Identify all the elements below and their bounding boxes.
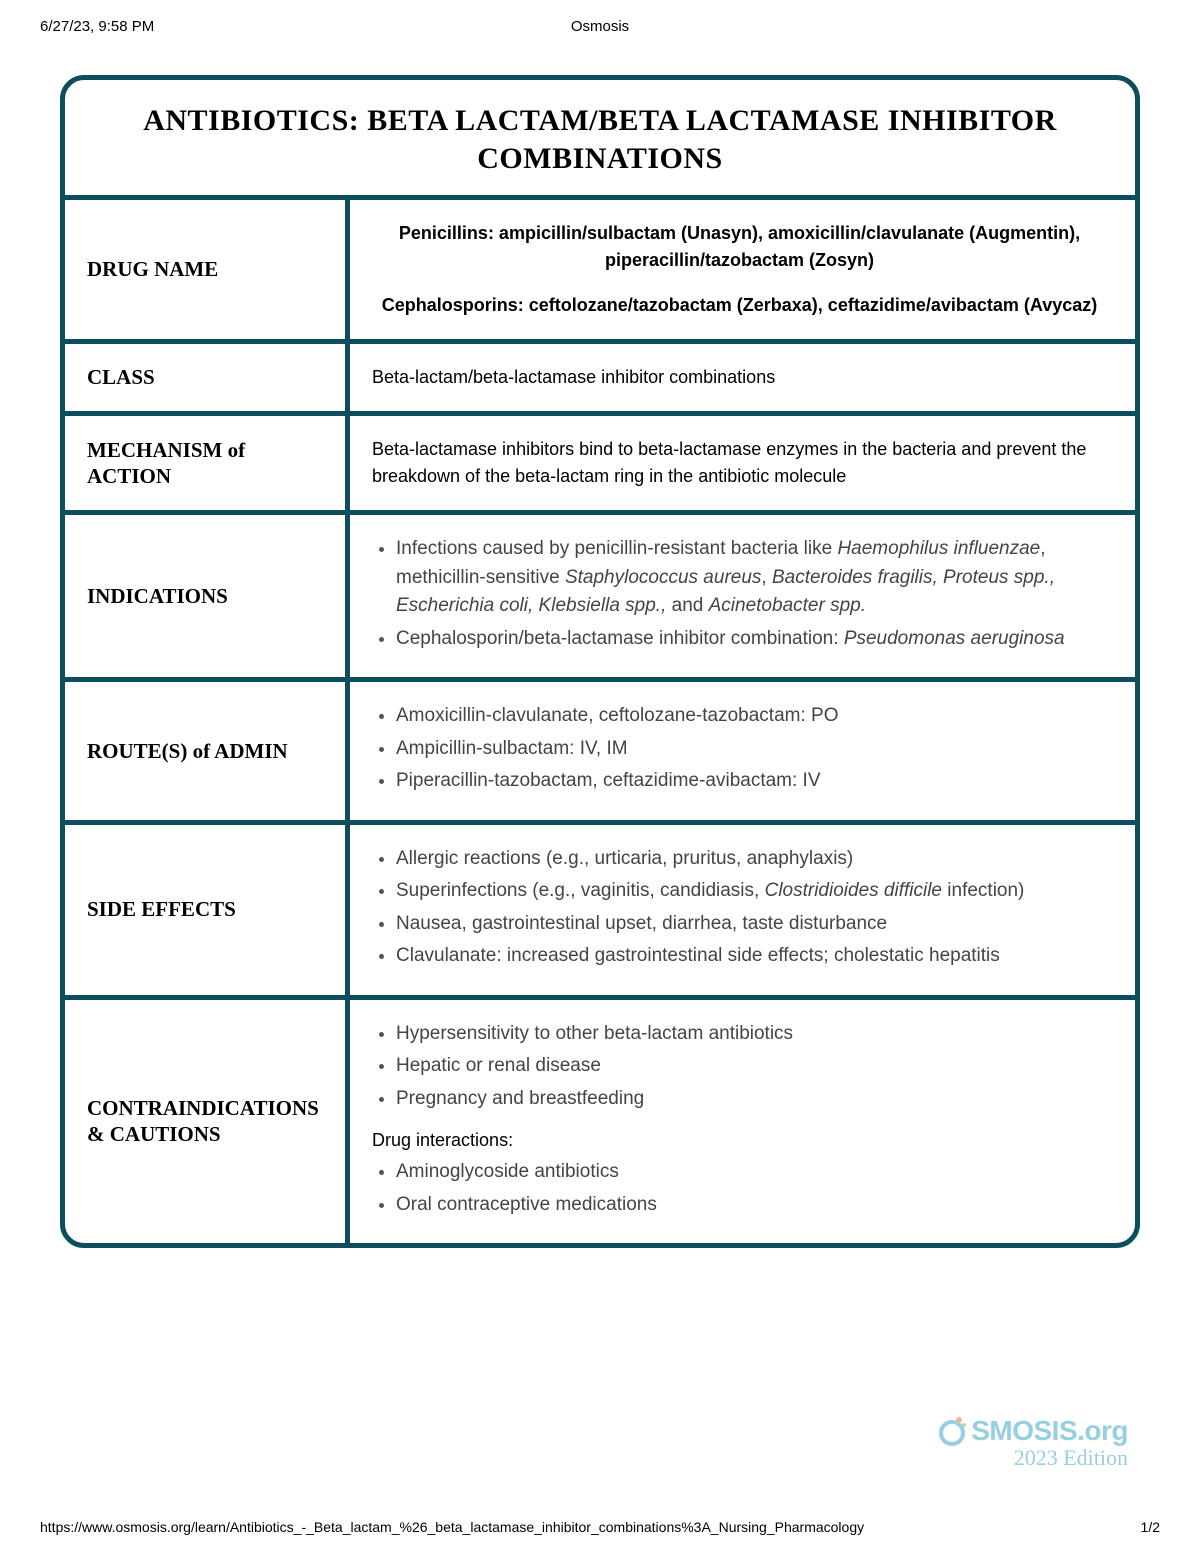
row-contraindications: CONTRAINDICATIONS & CAUTIONS Hypersensit… xyxy=(65,1000,1135,1244)
content-indications: Infections caused by penicillin-resistan… xyxy=(350,515,1135,677)
text: and xyxy=(666,595,708,616)
label-class: CLASS xyxy=(87,364,155,390)
label-indications: INDICATIONS xyxy=(87,583,228,609)
row-side-effects: SIDE EFFECTS Allergic reactions (e.g., u… xyxy=(65,825,1135,1000)
list-item: Superinfections (e.g., vaginitis, candid… xyxy=(396,877,1107,906)
page-header: 6/27/23, 9:58 PM Osmosis xyxy=(0,0,1200,35)
text: Ampicillin-sulbactam: IV, IM xyxy=(396,738,628,759)
indications-list: Infections caused by penicillin-resistan… xyxy=(372,535,1107,653)
list-item: Hepatic or renal disease xyxy=(396,1052,1107,1081)
label-routes: ROUTE(S) of ADMIN xyxy=(87,738,288,764)
row-indications: INDICATIONS Infections caused by penicil… xyxy=(65,515,1135,682)
content-class: Beta-lactam/beta-lactamase inhibitor com… xyxy=(350,344,1135,411)
drug-info-table: ANTIBIOTICS: BETA LACTAM/BETA LACTAMASE … xyxy=(60,75,1140,1248)
text: Aminoglycoside antibiotics xyxy=(396,1161,619,1182)
contra-list-2: Aminoglycoside antibiotics Oral contrace… xyxy=(372,1158,1107,1219)
list-item: Nausea, gastrointestinal upset, diarrhea… xyxy=(396,910,1107,939)
list-item: Pregnancy and breastfeeding xyxy=(396,1085,1107,1114)
side-effects-list: Allergic reactions (e.g., urticaria, pru… xyxy=(372,845,1107,971)
text: , xyxy=(761,567,772,588)
list-item: Clavulanate: increased gastrointestinal … xyxy=(396,942,1107,971)
label-cell: CONTRAINDICATIONS & CAUTIONS xyxy=(65,1000,350,1244)
label-drug-name: DRUG NAME xyxy=(87,256,218,282)
list-item: Amoxicillin-clavulanate, ceftolozane-taz… xyxy=(396,702,1107,731)
label-cell: ROUTE(S) of ADMIN xyxy=(65,682,350,820)
watermark-logo: SMOSIS.org xyxy=(937,1415,1128,1447)
watermark-text: SMOSIS.org xyxy=(971,1415,1128,1447)
row-drug-name: DRUG NAME Penicillins: ampicillin/sulbac… xyxy=(65,200,1135,344)
organism: Acinetobacter spp. xyxy=(709,595,866,616)
text: Hypersensitivity to other beta-lactam an… xyxy=(396,1023,793,1044)
content-side-effects: Allergic reactions (e.g., urticaria, pru… xyxy=(350,825,1135,995)
text: infection) xyxy=(942,880,1024,901)
content-mechanism: Beta-lactamase inhibitors bind to beta-l… xyxy=(350,416,1135,510)
text: Clavulanate: increased gastrointestinal … xyxy=(396,945,1000,966)
label-mechanism: MECHANISM of ACTION xyxy=(87,437,329,490)
text: Nausea, gastrointestinal upset, diarrhea… xyxy=(396,913,887,934)
table-title: ANTIBIOTICS: BETA LACTAM/BETA LACTAMASE … xyxy=(85,102,1115,177)
list-item: Hypersensitivity to other beta-lactam an… xyxy=(396,1020,1107,1049)
label-side-effects: SIDE EFFECTS xyxy=(87,896,236,922)
label-cell: INDICATIONS xyxy=(65,515,350,677)
drug-name-line2: Cephalosporins: ceftolozane/tazobactam (… xyxy=(372,292,1107,319)
text: Amoxicillin-clavulanate, ceftolozane-taz… xyxy=(396,705,838,726)
watermark-subtitle: 2023 Edition xyxy=(937,1445,1128,1471)
label-cell: CLASS xyxy=(65,344,350,411)
list-item: Oral contraceptive medications xyxy=(396,1191,1107,1220)
organism: Clostridioides difficile xyxy=(765,880,942,901)
page-footer: https://www.osmosis.org/learn/Antibiotic… xyxy=(40,1519,1160,1535)
header-title: Osmosis xyxy=(571,18,629,35)
row-class: CLASS Beta-lactam/beta-lactamase inhibit… xyxy=(65,344,1135,416)
content-drug-name: Penicillins: ampicillin/sulbactam (Unasy… xyxy=(350,200,1135,339)
text: Allergic reactions (e.g., urticaria, pru… xyxy=(396,848,853,869)
text: Cephalosporin/beta-lactamase inhibitor c… xyxy=(396,628,844,649)
row-mechanism: MECHANISM of ACTION Beta-lactamase inhib… xyxy=(65,416,1135,515)
list-item: Aminoglycoside antibiotics xyxy=(396,1158,1107,1187)
routes-list: Amoxicillin-clavulanate, ceftolozane-taz… xyxy=(372,702,1107,796)
footer-url: https://www.osmosis.org/learn/Antibiotic… xyxy=(40,1519,864,1535)
text: Hepatic or renal disease xyxy=(396,1055,601,1076)
organism: Haemophilus influenzae xyxy=(837,538,1040,559)
label-cell: MECHANISM of ACTION xyxy=(65,416,350,510)
text: Infections caused by penicillin-resistan… xyxy=(396,538,837,559)
drug-name-line1: Penicillins: ampicillin/sulbactam (Unasy… xyxy=(372,220,1107,274)
text: Oral contraceptive medications xyxy=(396,1194,657,1215)
watermark: SMOSIS.org 2023 Edition xyxy=(937,1415,1128,1471)
label-cell: DRUG NAME xyxy=(65,200,350,339)
list-item: Infections caused by penicillin-resistan… xyxy=(396,535,1107,621)
header-timestamp: 6/27/23, 9:58 PM xyxy=(40,18,154,35)
table-title-row: ANTIBIOTICS: BETA LACTAM/BETA LACTAMASE … xyxy=(65,80,1135,200)
list-item: Allergic reactions (e.g., urticaria, pru… xyxy=(396,845,1107,874)
text: Pregnancy and breastfeeding xyxy=(396,1088,644,1109)
organism: Pseudomonas aeruginosa xyxy=(844,628,1065,649)
class-text: Beta-lactam/beta-lactamase inhibitor com… xyxy=(372,367,775,387)
label-contraindications: CONTRAINDICATIONS & CAUTIONS xyxy=(87,1095,329,1148)
list-item: Cephalosporin/beta-lactamase inhibitor c… xyxy=(396,625,1107,654)
content-routes: Amoxicillin-clavulanate, ceftolozane-taz… xyxy=(350,682,1135,820)
row-routes: ROUTE(S) of ADMIN Amoxicillin-clavulanat… xyxy=(65,682,1135,825)
list-item: Piperacillin-tazobactam, ceftazidime-avi… xyxy=(396,767,1107,796)
footer-page-number: 1/2 xyxy=(1141,1519,1160,1535)
osmosis-logo-icon xyxy=(937,1416,967,1446)
text: Superinfections (e.g., vaginitis, candid… xyxy=(396,880,765,901)
text: Piperacillin-tazobactam, ceftazidime-avi… xyxy=(396,770,821,791)
drug-interactions-heading: Drug interactions: xyxy=(372,1127,1107,1154)
organism: Staphylococcus aureus xyxy=(565,567,761,588)
label-cell: SIDE EFFECTS xyxy=(65,825,350,995)
list-item: Ampicillin-sulbactam: IV, IM xyxy=(396,735,1107,764)
mechanism-text: Beta-lactamase inhibitors bind to beta-l… xyxy=(372,439,1086,486)
contra-list-1: Hypersensitivity to other beta-lactam an… xyxy=(372,1020,1107,1114)
content-contraindications: Hypersensitivity to other beta-lactam an… xyxy=(350,1000,1135,1244)
